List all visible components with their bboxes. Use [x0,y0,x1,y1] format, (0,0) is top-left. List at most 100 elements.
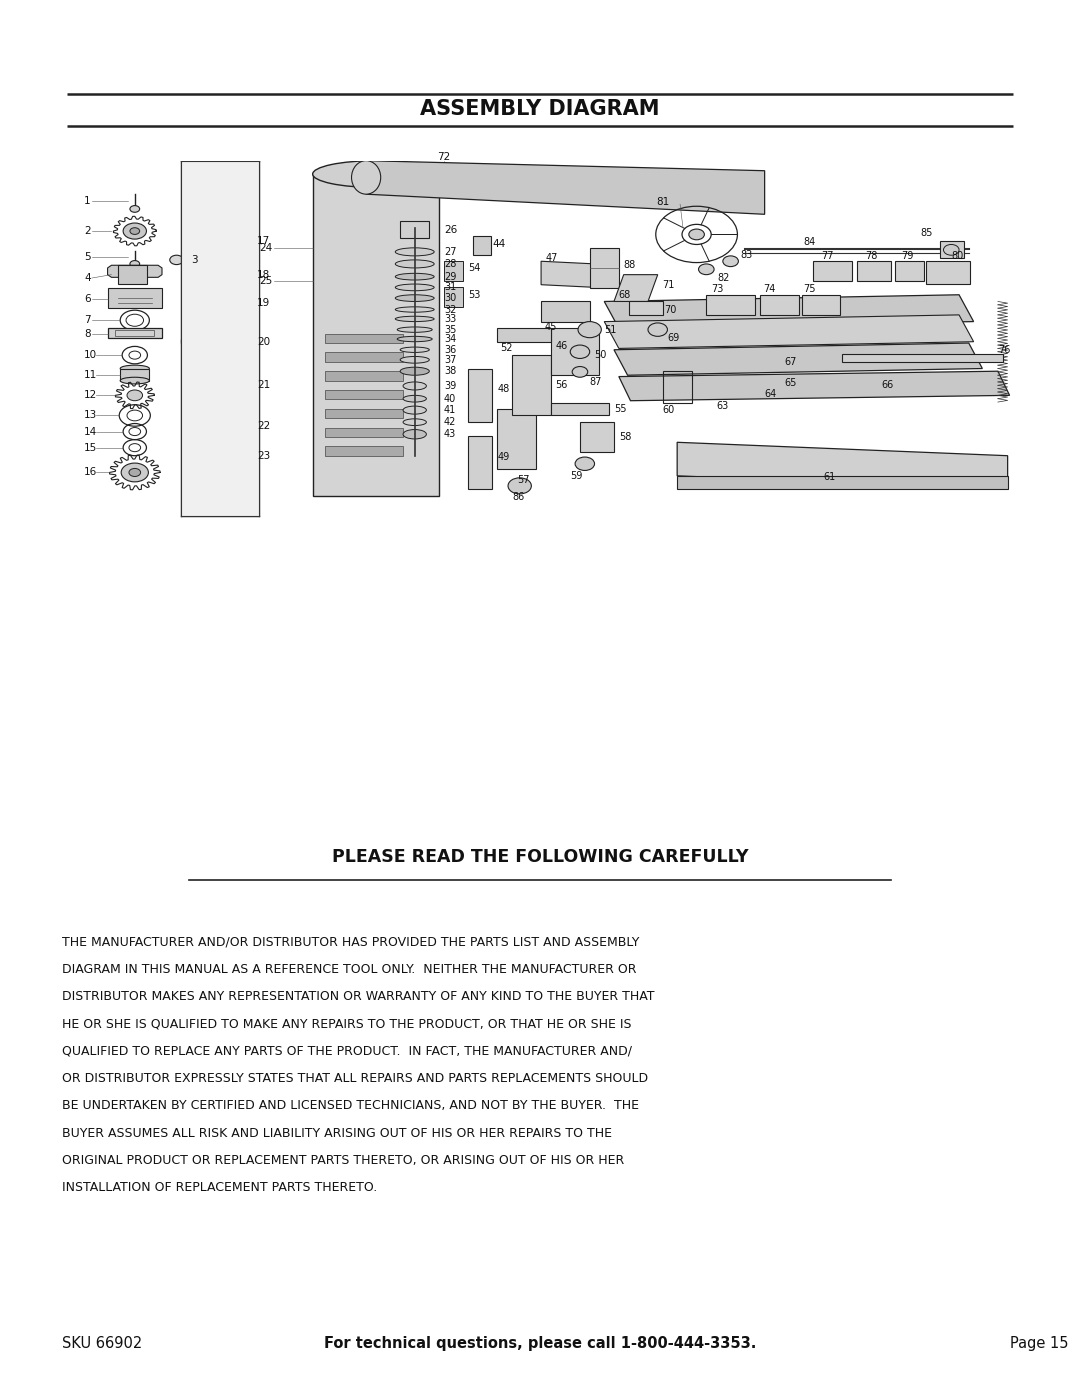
Text: BE UNDERTAKEN BY CERTIFIED AND LICENSED TECHNICIANS, AND NOT BY THE BUYER.  THE: BE UNDERTAKEN BY CERTIFIED AND LICENSED … [62,1099,638,1112]
Polygon shape [313,175,438,496]
Polygon shape [108,288,162,309]
Text: 51: 51 [605,324,617,335]
Text: 46: 46 [555,341,568,351]
Bar [580,422,613,453]
Text: 48: 48 [497,384,510,394]
Circle shape [572,366,588,377]
Bar [444,261,463,281]
Ellipse shape [395,284,434,291]
Text: 38: 38 [444,366,456,376]
Bar [444,286,463,307]
Text: 30: 30 [444,293,456,303]
Text: 14: 14 [84,426,97,436]
Ellipse shape [351,161,380,194]
Text: 25: 25 [259,277,273,286]
Circle shape [648,323,667,337]
Text: 76: 76 [998,345,1010,355]
Text: 64: 64 [765,388,777,400]
Bar [120,369,149,380]
Text: 35: 35 [444,324,456,335]
Bar [325,409,403,418]
Text: 24: 24 [259,243,273,253]
Text: 52: 52 [500,344,513,353]
Bar [325,390,403,400]
Bar [801,295,840,314]
Text: 74: 74 [762,285,775,295]
Circle shape [578,321,602,338]
Text: 78: 78 [865,251,877,261]
Text: 53: 53 [469,289,481,300]
Text: 29: 29 [444,271,456,282]
Text: 11: 11 [84,370,97,380]
Text: 80: 80 [951,251,963,261]
Bar [325,352,403,362]
Bar [926,261,970,284]
Bar [813,261,852,281]
Ellipse shape [199,390,238,395]
Text: 34: 34 [444,334,456,344]
Text: 19: 19 [257,298,270,307]
Text: 66: 66 [881,380,893,390]
Text: 21: 21 [257,380,270,390]
Text: 41: 41 [444,405,456,415]
Ellipse shape [401,367,430,376]
Circle shape [944,244,959,256]
Text: SKU 66902: SKU 66902 [62,1337,141,1351]
Text: 33: 33 [444,314,456,324]
Bar [551,404,609,415]
Polygon shape [512,355,551,415]
Polygon shape [613,275,658,302]
Ellipse shape [403,381,427,390]
Text: ORIGINAL PRODUCT OR REPLACEMENT PARTS THERETO, OR ARISING OUT OF HIS OR HER: ORIGINAL PRODUCT OR REPLACEMENT PARTS TH… [62,1154,624,1166]
Circle shape [123,224,147,239]
Ellipse shape [199,383,238,388]
Text: DISTRIBUTOR MAKES ANY REPRESENTATION OR WARRANTY OF ANY KIND TO THE BUYER THAT: DISTRIBUTOR MAKES ANY REPRESENTATION OR … [62,990,654,1003]
Text: 69: 69 [667,334,679,344]
Text: INSTALLATION OF REPLACEMENT PARTS THERETO.: INSTALLATION OF REPLACEMENT PARTS THERET… [62,1180,377,1194]
Text: 55: 55 [613,404,626,414]
Circle shape [129,468,140,476]
Bar [629,302,662,314]
Text: 70: 70 [664,305,677,314]
Text: 56: 56 [555,380,568,390]
Circle shape [699,264,714,275]
Bar [497,409,537,469]
Text: 61: 61 [823,472,835,482]
Bar [325,427,403,437]
Text: BUYER ASSUMES ALL RISK AND LIABILITY ARISING OUT OF HIS OR HER REPAIRS TO THE: BUYER ASSUMES ALL RISK AND LIABILITY ARI… [62,1126,611,1140]
Polygon shape [590,247,619,288]
Text: 22: 22 [257,420,270,430]
Text: 44: 44 [492,239,505,250]
Text: Page 15: Page 15 [1010,1337,1068,1351]
Text: 32: 32 [444,305,456,314]
Text: 59: 59 [570,471,582,481]
Ellipse shape [395,307,434,312]
Ellipse shape [401,346,430,352]
Text: QUALIFIED TO REPLACE ANY PARTS OF THE PRODUCT.  IN FACT, THE MANUFACTURER AND/: QUALIFIED TO REPLACE ANY PARTS OF THE PR… [62,1045,632,1058]
Ellipse shape [401,356,430,363]
Ellipse shape [403,395,427,402]
Polygon shape [551,328,599,376]
Bar [325,372,403,380]
Circle shape [199,228,238,254]
Text: 65: 65 [784,379,796,388]
Ellipse shape [199,376,238,381]
Text: 27: 27 [444,247,457,257]
Text: For technical questions, please call 1-800-444-3353.: For technical questions, please call 1-8… [324,1337,756,1351]
Ellipse shape [395,316,434,321]
Ellipse shape [313,161,438,187]
Text: 10: 10 [84,351,97,360]
Text: 17: 17 [257,236,270,246]
Text: 12: 12 [84,390,97,401]
Ellipse shape [199,348,238,356]
Text: 68: 68 [619,289,631,300]
Ellipse shape [120,377,149,384]
Text: 1: 1 [84,196,91,205]
Ellipse shape [199,362,238,367]
Text: 47: 47 [545,253,558,263]
Text: 8: 8 [84,328,91,338]
Text: 75: 75 [804,285,816,295]
Text: PLEASE READ THE FOLLOWING CAREFULLY: PLEASE READ THE FOLLOWING CAREFULLY [332,848,748,866]
Text: 86: 86 [512,492,524,503]
Text: 73: 73 [711,285,724,295]
